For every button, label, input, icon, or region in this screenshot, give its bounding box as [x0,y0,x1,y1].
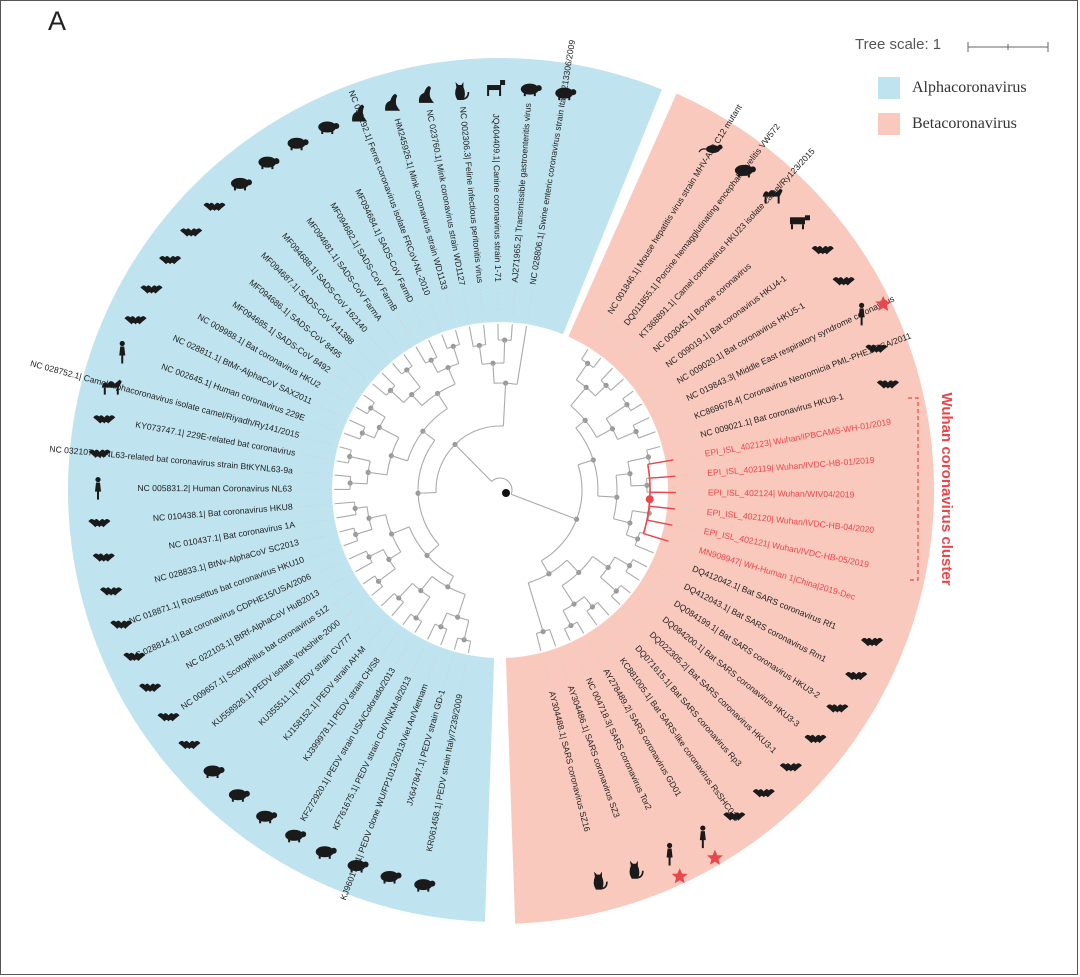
bat-icon [88,519,111,528]
bat-icon [157,713,180,722]
bat-icon [804,734,827,744]
bat-icon [203,202,226,211]
pig-icon [256,810,278,824]
cluster-bracket-line [908,397,919,581]
tree-node [573,516,580,522]
panel-letter: A [48,6,67,36]
bat-icon [861,637,884,647]
tree-scale-label: Tree scale: 1 [855,36,942,53]
alpha-taxon-label: NC 005831.2| Human Coronavirus NL63 [137,483,292,494]
wuhan-cluster-bracket: Wuhan coronavirus cluster [908,392,955,586]
pig-icon [230,177,252,191]
ferret-icon [385,93,401,111]
bat-icon [779,763,802,772]
cat-icon [455,81,470,100]
cluster-label: Wuhan coronavirus cluster [938,392,955,585]
cat-icon [629,860,644,879]
pig-icon [287,137,309,151]
highlight-stars [671,295,892,884]
bat-icon [832,277,855,286]
tree-node [627,471,633,477]
pig-icon [228,789,250,802]
cat-icon [593,871,608,890]
legend-swatch-beta [878,113,900,135]
pig-icon [258,156,280,170]
bat-icon [723,812,746,821]
tree-root-node [502,489,510,497]
bat-icon [876,380,899,389]
tree-node [626,563,633,569]
bat-icon [124,316,147,325]
bat-icon [92,553,115,562]
legend-item-alpha: Alphacoronavirus [878,76,1027,100]
pig-icon [203,765,225,779]
pig-icon [734,164,756,178]
legend-item-beta: Betacoronavirus [878,112,1017,136]
bat-icon [180,228,203,237]
bat-icon [93,415,116,424]
bat-icon [100,587,123,596]
star-icon [875,295,892,311]
pig-icon [347,860,369,873]
cow-icon [789,215,810,230]
tree-node [614,494,620,500]
bat-icon [139,683,162,692]
bat-icon [140,285,163,294]
ferret-icon [352,104,368,122]
bat-icon [811,246,834,255]
dog-icon [487,80,506,97]
tree-node [353,531,359,538]
alpha-taxon-label: JQ404409.1| Canine coronavirus strain 1-… [491,113,503,282]
bat-icon [159,255,182,265]
pig-icon [315,846,337,859]
host-icons [88,80,899,892]
legend-label-alpha: Alphacoronavirus [912,79,1027,96]
ferret-icon [418,85,435,103]
pig-icon [520,83,542,97]
mouse-icon [698,144,723,154]
tree-node [455,614,461,620]
wuhan-cluster-node [645,495,654,504]
pig-icon [318,121,340,135]
pig-icon [414,879,436,892]
bat-icon [826,704,849,713]
tree-branches [333,324,676,654]
tree-node [627,520,633,526]
bat-icon [178,740,201,750]
betacoronavirus-sector [500,93,934,924]
tree-node [568,622,574,629]
tree-node [366,554,372,560]
bat-icon [845,671,868,681]
bat-icon [752,789,775,798]
camel-icon [101,379,122,395]
beta-taxon-label: EPI_ISL_402124| Wuhan/WIV04/2019 [708,487,855,499]
tree-scale-bar [967,42,1049,52]
pig-icon [380,871,402,884]
star-icon [671,868,688,884]
legend-label-beta: Betacoronavirus [912,115,1017,132]
tree-node [445,584,451,590]
pig-icon [285,829,307,843]
tree-node [645,454,651,460]
camel-icon [762,188,783,204]
bat-icon [110,620,133,629]
human-icon [95,476,102,500]
human-icon [666,842,673,866]
bat-icon [88,449,111,458]
human-icon [119,340,126,364]
human-icon [699,825,706,849]
tree-center-disc [332,322,668,658]
bat-icon [865,344,888,353]
leader-lines [296,286,704,691]
human-icon [858,302,865,326]
legend-swatch-alpha [878,77,900,99]
bat-icon [123,652,146,662]
star-icon [706,849,723,865]
pig-icon [555,87,577,101]
